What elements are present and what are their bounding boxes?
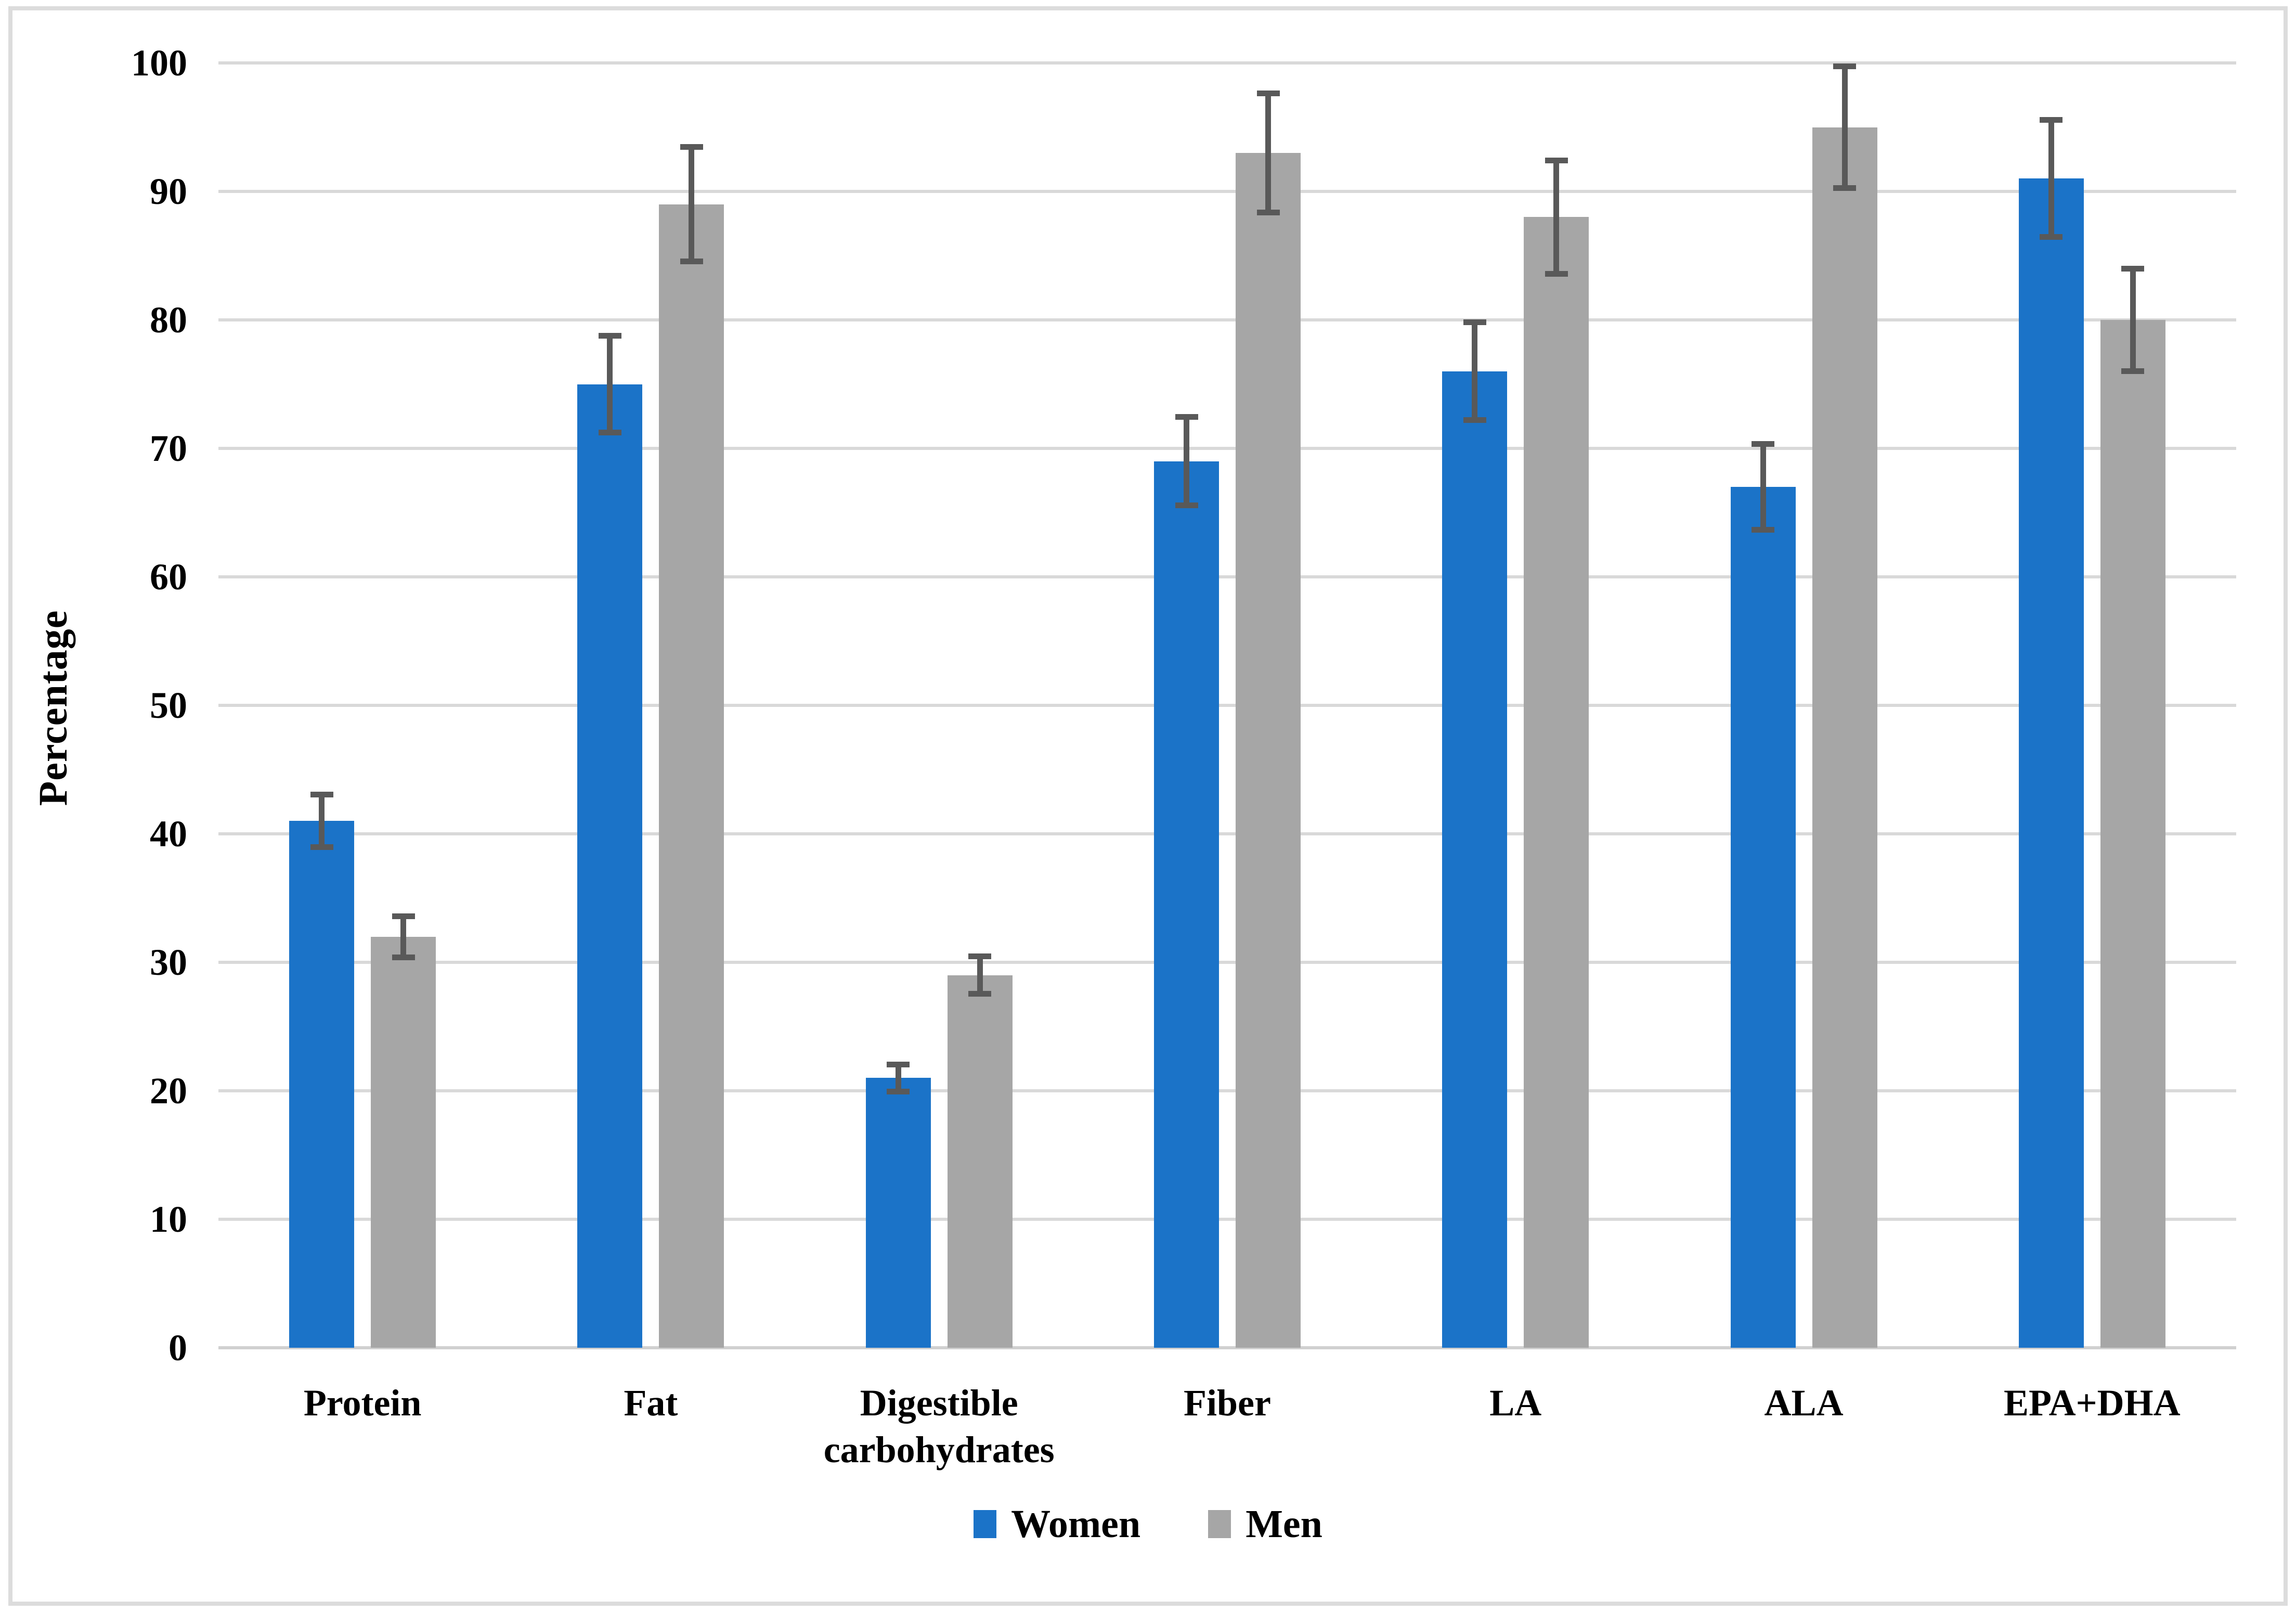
gridline-70 bbox=[218, 447, 2236, 450]
y-tick-label-50: 50 bbox=[150, 685, 187, 726]
error-bar-men-protein-cap-top bbox=[392, 913, 415, 919]
error-bar-women-fat-cap-top bbox=[598, 333, 621, 339]
error-bar-men-digestible-carbohydrates-cap-top bbox=[968, 953, 992, 960]
gridline-100 bbox=[218, 61, 2236, 65]
x-label-protein: Protein bbox=[303, 1382, 422, 1424]
legend-label-women: Women bbox=[1011, 1502, 1141, 1546]
error-bar-women-digestible-carbohydrates-cap-top bbox=[887, 1061, 910, 1067]
x-label-ala: ALA bbox=[1764, 1382, 1844, 1424]
bar-men-la bbox=[1524, 217, 1589, 1348]
gridline-30 bbox=[218, 961, 2236, 964]
error-bar-men-ala-cap-bottom bbox=[1833, 185, 1857, 191]
bar-women-fiber bbox=[1154, 461, 1219, 1348]
bar-women-fat bbox=[577, 384, 643, 1348]
y-tick-label-10: 10 bbox=[150, 1198, 187, 1240]
bar-men-fat bbox=[659, 204, 724, 1348]
error-bar-women-protein-cap-bottom bbox=[310, 844, 333, 850]
error-bar-men-protein-line bbox=[400, 916, 407, 958]
bar-women-epa-dha bbox=[2018, 178, 2084, 1348]
error-bar-women-la-cap-bottom bbox=[1463, 417, 1486, 423]
error-bar-men-la-line bbox=[1553, 160, 1560, 274]
error-bar-men-la-cap-top bbox=[1545, 158, 1568, 164]
error-bar-women-epa-dha-line bbox=[2048, 120, 2054, 237]
figure-border bbox=[8, 6, 2288, 1606]
bar-men-protein bbox=[371, 936, 436, 1348]
error-bar-men-epa-dha-cap-top bbox=[2121, 265, 2145, 272]
y-tick-label-30: 30 bbox=[150, 942, 187, 983]
error-bar-women-ala-cap-bottom bbox=[1752, 527, 1775, 533]
error-bar-women-fat-line bbox=[607, 336, 613, 433]
gridline-20 bbox=[218, 1089, 2236, 1092]
error-bar-women-la-cap-top bbox=[1463, 319, 1486, 326]
error-bar-women-digestible-carbohydrates-cap-bottom bbox=[887, 1088, 910, 1094]
legend-label-men: Men bbox=[1246, 1502, 1322, 1546]
x-label-la: LA bbox=[1489, 1382, 1542, 1424]
error-bar-men-fiber-cap-top bbox=[1256, 90, 1280, 96]
legend-item-men: Men bbox=[1208, 1504, 1322, 1544]
bar-men-digestible-carbohydrates bbox=[947, 975, 1013, 1348]
y-tick-label-90: 90 bbox=[150, 171, 187, 212]
error-bar-men-ala-cap-top bbox=[1833, 63, 1857, 69]
error-bar-men-la-cap-bottom bbox=[1545, 270, 1568, 277]
x-label-fat: Fat bbox=[624, 1382, 678, 1424]
error-bar-men-fat-cap-bottom bbox=[680, 259, 703, 265]
error-bar-men-ala-line bbox=[1841, 66, 1848, 188]
y-tick-label-0: 0 bbox=[168, 1327, 187, 1369]
bar-men-epa-dha bbox=[2100, 320, 2165, 1348]
error-bar-women-fiber-cap-bottom bbox=[1175, 502, 1198, 509]
bar-women-ala bbox=[1730, 487, 1796, 1348]
error-bar-men-digestible-carbohydrates-line bbox=[977, 956, 983, 994]
x-axis-line bbox=[218, 1346, 2236, 1349]
error-bar-men-fat-cap-top bbox=[680, 144, 703, 150]
error-bar-women-fiber-line bbox=[1184, 417, 1189, 506]
gridline-60 bbox=[218, 575, 2236, 578]
bar-women-la bbox=[1442, 371, 1508, 1348]
error-bar-women-protein-line bbox=[319, 794, 325, 847]
error-bar-women-ala-line bbox=[1760, 444, 1766, 530]
legend-swatch-men bbox=[1208, 1510, 1231, 1538]
error-bar-men-epa-dha-line bbox=[2130, 268, 2136, 371]
error-bar-men-protein-cap-bottom bbox=[392, 954, 415, 960]
error-bar-men-epa-dha-cap-bottom bbox=[2121, 368, 2145, 375]
error-bar-men-fat-line bbox=[689, 147, 695, 262]
gridline-50 bbox=[218, 704, 2236, 707]
y-tick-label-80: 80 bbox=[150, 299, 187, 341]
x-label-epa-dha: EPA+DHA bbox=[2004, 1382, 2181, 1424]
gridline-80 bbox=[218, 318, 2236, 321]
y-tick-label-20: 20 bbox=[150, 1070, 187, 1112]
error-bar-men-digestible-carbohydrates-cap-bottom bbox=[968, 991, 992, 997]
y-tick-label-70: 70 bbox=[150, 428, 187, 469]
bar-women-digestible-carbohydrates bbox=[865, 1078, 931, 1348]
y-tick-label-100: 100 bbox=[131, 42, 187, 84]
gridline-10 bbox=[218, 1218, 2236, 1221]
x-label-digestible-carbohydrates: Digestible carbohydrates bbox=[823, 1382, 1055, 1471]
error-bar-men-fiber-line bbox=[1265, 93, 1271, 213]
error-bar-men-fiber-cap-bottom bbox=[1256, 210, 1280, 216]
error-bar-women-protein-cap-top bbox=[310, 792, 333, 798]
bar-women-protein bbox=[289, 821, 355, 1348]
error-bar-women-epa-dha-cap-bottom bbox=[2040, 234, 2063, 240]
error-bar-women-la-line bbox=[1472, 322, 1478, 420]
error-bar-women-ala-cap-top bbox=[1752, 441, 1775, 447]
bar-men-fiber bbox=[1236, 152, 1301, 1348]
error-bar-women-fiber-cap-top bbox=[1175, 414, 1198, 420]
bar-men-ala bbox=[1812, 127, 1877, 1348]
y-tick-label-40: 40 bbox=[150, 813, 187, 855]
gridline-90 bbox=[218, 190, 2236, 193]
legend-swatch-women bbox=[974, 1510, 997, 1538]
y-tick-label-60: 60 bbox=[150, 556, 187, 598]
error-bar-women-fat-cap-bottom bbox=[598, 429, 621, 435]
x-label-fiber: Fiber bbox=[1184, 1382, 1271, 1424]
error-bar-women-epa-dha-cap-top bbox=[2040, 117, 2063, 123]
gridline-40 bbox=[218, 832, 2236, 835]
error-bar-women-digestible-carbohydrates-line bbox=[895, 1064, 901, 1092]
legend-item-women: Women bbox=[974, 1504, 1140, 1544]
legend: Women Men bbox=[0, 1504, 2296, 1544]
